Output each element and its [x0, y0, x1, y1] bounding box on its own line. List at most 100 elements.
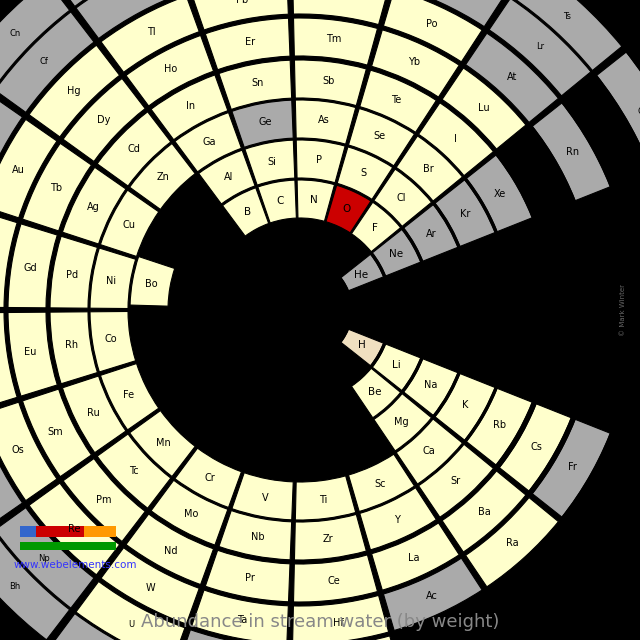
- Wedge shape: [192, 590, 289, 640]
- Text: S: S: [360, 168, 366, 178]
- Wedge shape: [100, 190, 159, 257]
- Text: Br: Br: [423, 164, 434, 174]
- Wedge shape: [467, 388, 532, 465]
- Wedge shape: [351, 202, 401, 252]
- Wedge shape: [175, 448, 241, 508]
- Text: Os: Os: [12, 445, 24, 456]
- Wedge shape: [372, 344, 421, 390]
- Wedge shape: [292, 0, 388, 24]
- Text: Ne: Ne: [389, 250, 403, 259]
- Text: Ho: Ho: [164, 65, 177, 74]
- Wedge shape: [63, 376, 126, 452]
- Wedge shape: [50, 312, 97, 384]
- Text: F: F: [372, 223, 378, 233]
- Wedge shape: [76, 582, 185, 640]
- Text: Mn: Mn: [156, 438, 170, 448]
- Text: Zr: Zr: [323, 534, 333, 544]
- Wedge shape: [0, 531, 70, 640]
- Text: Au: Au: [12, 164, 24, 175]
- Text: Bo: Bo: [145, 279, 157, 289]
- Text: Tl: Tl: [147, 28, 156, 38]
- Text: Rn: Rn: [566, 147, 579, 157]
- Text: Mo: Mo: [184, 509, 198, 518]
- Wedge shape: [404, 205, 458, 261]
- Wedge shape: [90, 248, 136, 308]
- Text: V: V: [262, 493, 268, 503]
- Text: Yb: Yb: [408, 57, 420, 67]
- Wedge shape: [435, 180, 495, 246]
- Wedge shape: [205, 18, 290, 70]
- Wedge shape: [292, 636, 400, 640]
- Wedge shape: [130, 143, 195, 209]
- Wedge shape: [0, 0, 70, 89]
- Text: Nb: Nb: [251, 532, 264, 542]
- Text: Mg: Mg: [394, 417, 409, 427]
- Wedge shape: [340, 329, 383, 366]
- Wedge shape: [442, 471, 526, 552]
- Text: Sr: Sr: [451, 476, 461, 486]
- Wedge shape: [360, 488, 436, 550]
- Wedge shape: [90, 312, 136, 372]
- Wedge shape: [100, 364, 159, 430]
- Text: Zn: Zn: [156, 172, 170, 182]
- Wedge shape: [101, 0, 199, 72]
- Wedge shape: [0, 508, 94, 608]
- Text: As: As: [317, 115, 330, 125]
- Text: Eu: Eu: [24, 347, 36, 357]
- Text: Al: Al: [224, 172, 233, 182]
- Wedge shape: [0, 12, 94, 113]
- Text: K: K: [462, 401, 468, 410]
- Text: Re: Re: [68, 524, 80, 534]
- Wedge shape: [532, 103, 611, 201]
- Text: Ga: Ga: [203, 137, 216, 147]
- Wedge shape: [383, 558, 482, 630]
- Text: Y: Y: [394, 515, 399, 525]
- Wedge shape: [326, 185, 371, 233]
- Text: Ru: Ru: [87, 408, 100, 418]
- Wedge shape: [52, 0, 172, 6]
- Wedge shape: [29, 483, 120, 575]
- Wedge shape: [296, 140, 345, 183]
- Wedge shape: [130, 411, 195, 477]
- Wedge shape: [372, 229, 421, 276]
- Wedge shape: [467, 155, 532, 232]
- Wedge shape: [396, 136, 463, 201]
- Wedge shape: [295, 476, 356, 520]
- Text: Co: Co: [105, 334, 118, 344]
- Text: N: N: [310, 195, 317, 205]
- Text: Tc: Tc: [129, 466, 139, 476]
- Wedge shape: [151, 75, 228, 140]
- Text: Te: Te: [392, 95, 402, 105]
- Text: Fr: Fr: [568, 463, 577, 472]
- Wedge shape: [532, 419, 611, 517]
- Text: U: U: [128, 620, 134, 629]
- Wedge shape: [245, 140, 295, 185]
- Wedge shape: [63, 79, 145, 161]
- Wedge shape: [192, 0, 289, 30]
- Wedge shape: [258, 180, 296, 223]
- Wedge shape: [178, 630, 287, 640]
- Wedge shape: [130, 257, 175, 306]
- Text: Li: Li: [392, 360, 401, 371]
- Wedge shape: [466, 33, 559, 122]
- Wedge shape: [297, 180, 335, 221]
- Wedge shape: [294, 515, 366, 560]
- Text: Ni: Ni: [106, 276, 116, 285]
- Text: Ba: Ba: [477, 507, 490, 516]
- Text: He: He: [355, 269, 369, 280]
- Wedge shape: [372, 523, 460, 590]
- Text: Ra: Ra: [506, 538, 518, 548]
- Text: Cn: Cn: [10, 29, 20, 38]
- Wedge shape: [396, 419, 463, 484]
- Bar: [36, 526, 84, 537]
- Text: Hg: Hg: [67, 86, 81, 96]
- Wedge shape: [198, 150, 255, 204]
- Wedge shape: [22, 143, 92, 231]
- Text: Cs: Cs: [531, 442, 542, 451]
- Text: W: W: [146, 582, 156, 593]
- Wedge shape: [223, 188, 269, 236]
- Wedge shape: [232, 100, 293, 147]
- Text: Fe: Fe: [124, 390, 134, 400]
- Wedge shape: [374, 394, 431, 451]
- Wedge shape: [337, 147, 393, 199]
